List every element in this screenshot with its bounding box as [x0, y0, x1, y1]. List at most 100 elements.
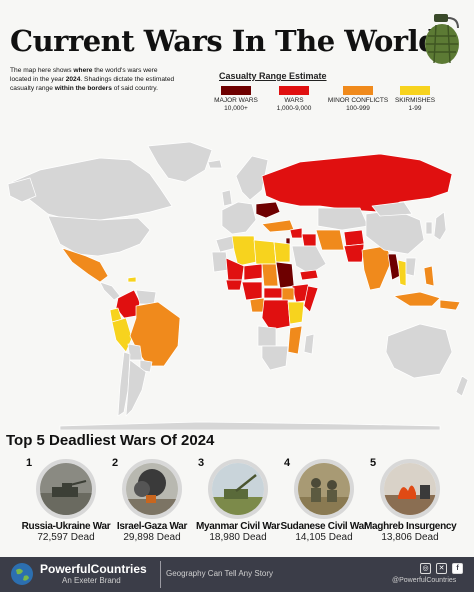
map-australia — [385, 323, 453, 379]
description: The map here shows where the world's war… — [10, 67, 175, 92]
war-dead: 72,597 Dead — [37, 532, 95, 543]
map-china — [365, 209, 425, 255]
war-rank: 1 — [26, 457, 33, 469]
war-dead: 14,105 Dead — [295, 532, 353, 543]
map-saudi — [291, 245, 327, 275]
war-dead: 18,980 Dead — [209, 532, 267, 543]
artillery-photo-icon — [208, 459, 268, 519]
map-pakistan — [343, 243, 365, 263]
map-somalia — [303, 285, 319, 313]
map-east-africa — [287, 301, 305, 325]
map-indonesia — [393, 291, 441, 307]
map-greenland — [147, 141, 213, 183]
war-card: 3 Myanmar Civil War 18,980 Dead — [192, 455, 284, 543]
map-syria — [289, 227, 303, 239]
map-antarctica — [59, 421, 441, 430]
map-chad — [261, 263, 279, 287]
map-alaska — [7, 177, 37, 203]
legend-item-skirmishes: SKIRMISHES 1-99 — [392, 86, 438, 113]
world-map — [7, 141, 469, 430]
map-car — [263, 287, 283, 299]
legend-item-wars: WARS 1,000-9,000 — [272, 86, 316, 113]
smoke-photo-icon — [122, 459, 182, 519]
war-dead: 29,898 Dead — [123, 532, 181, 543]
legend-swatch — [221, 86, 251, 95]
map-argentina — [125, 359, 147, 417]
brand-subtitle: An Exeter Brand — [62, 576, 121, 585]
war-rank: 2 — [112, 457, 119, 469]
map-korea — [425, 221, 433, 235]
brand-name: PowerfulCountries — [40, 562, 147, 576]
grenade-icon — [425, 14, 459, 64]
war-rank: 4 — [284, 457, 291, 469]
map-libya — [253, 239, 277, 265]
map-algeria — [231, 235, 257, 267]
map-central-america — [99, 281, 121, 301]
map-egypt — [273, 241, 291, 263]
map-canada — [11, 157, 173, 221]
map-myanmar — [387, 253, 401, 281]
map-png — [439, 299, 461, 311]
map-iran — [315, 229, 345, 251]
war-dead: 13,806 Dead — [381, 532, 439, 543]
map-russia — [261, 153, 453, 213]
war-name: Russia-Ukraine War — [21, 521, 111, 532]
legend-swatch — [343, 86, 373, 95]
war-name: Israel-Gaza War — [116, 521, 188, 532]
map-philippines — [423, 265, 435, 287]
tagline: Geography Can Tell Any Story — [166, 569, 274, 578]
legend-swatch — [400, 86, 430, 95]
map-thailand — [397, 259, 407, 287]
legend-item-minor-conflicts: MINOR CONFLICTS 100-999 — [326, 86, 390, 113]
map-madagascar — [303, 333, 315, 355]
facebook-icon[interactable]: f — [452, 563, 463, 574]
map-niger — [243, 263, 263, 281]
war-card: 4 Sudanese Civil War 14,105 Dead — [278, 455, 370, 543]
map-ukraine — [255, 201, 281, 219]
footer-divider — [160, 561, 161, 588]
map-paraguay — [139, 359, 153, 373]
soldiers-photo-icon — [294, 459, 354, 519]
map-sudan — [275, 261, 295, 289]
map-turkey — [261, 219, 295, 233]
x-icon[interactable]: ✕ — [436, 563, 447, 574]
map-nigeria — [241, 281, 263, 301]
map-angola — [257, 325, 277, 347]
map-uk — [221, 189, 233, 207]
map-burkina — [225, 279, 243, 291]
war-card: 5 Maghreb Insurgency 13,806 Dead — [364, 455, 457, 543]
map-south-sudan — [281, 287, 295, 301]
map-japan — [433, 211, 447, 241]
map-brazil — [129, 301, 181, 367]
globe-logo-icon — [11, 563, 33, 585]
map-southern-africa — [261, 345, 289, 371]
war-card: 2 Israel-Gaza War 29,898 Dead — [106, 455, 198, 543]
footer: PowerfulCountries An Exeter Brand Geogra… — [0, 557, 474, 592]
social-handle: @PowerfulCountries — [392, 577, 457, 584]
map-yemen — [299, 269, 319, 281]
map-iraq — [301, 233, 317, 247]
map-chile — [117, 351, 131, 417]
war-name: Maghreb Insurgency — [364, 521, 457, 532]
map-central-asia — [317, 207, 369, 231]
map-usa — [47, 215, 151, 257]
war-name: Myanmar Civil War — [195, 521, 280, 532]
map-mongolia — [371, 201, 413, 217]
war-rank: 3 — [198, 457, 205, 469]
fire-photo-icon — [380, 459, 440, 519]
map-scandinavia — [235, 155, 269, 201]
map-afghanistan — [343, 229, 365, 247]
instagram-icon[interactable]: ◎ — [420, 563, 431, 574]
legend-title: Casualty Range Estimate — [219, 71, 327, 81]
war-card: 1 Russia-Ukraine War 72,597 Dead — [20, 455, 112, 543]
map-india — [361, 245, 393, 291]
war-rank: 5 — [370, 457, 377, 469]
tank-photo-icon — [36, 459, 96, 519]
map-west-europe — [221, 201, 257, 235]
legend-item-major-wars: MAJOR WARS 10,000+ — [214, 86, 258, 113]
page-title: Current Wars In The World — [10, 24, 438, 58]
map-se-asia — [405, 257, 417, 277]
top5-title: Top 5 Deadliest Wars Of 2024 — [6, 432, 215, 449]
map-drc — [261, 299, 291, 331]
map-haiti — [127, 276, 137, 283]
